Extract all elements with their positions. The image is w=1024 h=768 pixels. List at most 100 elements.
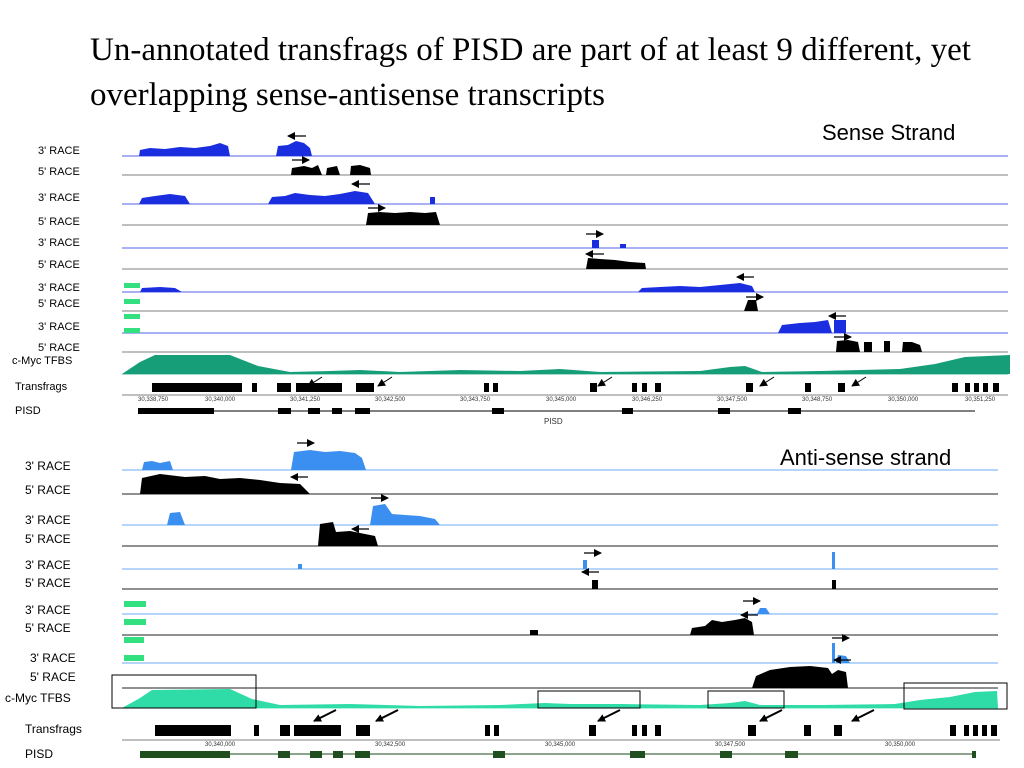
read-coverage xyxy=(620,244,626,248)
highlight-box xyxy=(707,690,785,709)
read-coverage xyxy=(139,194,190,204)
transfrag-block xyxy=(993,383,999,392)
gene-exon xyxy=(355,751,370,758)
transfrag-block xyxy=(494,725,499,736)
transfrag-block xyxy=(296,383,342,392)
read-coverage xyxy=(836,655,850,663)
transfrag-block xyxy=(991,725,997,736)
sense-track-label: 5' RACE xyxy=(38,259,80,271)
antisense-track-label: 5' RACE xyxy=(25,621,71,635)
slide-title: Un-annotated transfrags of PISD are part… xyxy=(90,32,971,113)
gene-exon xyxy=(140,751,230,758)
antisense-strand-label: Anti-sense strand xyxy=(780,445,952,470)
gene-exon xyxy=(310,751,322,758)
gene-exon xyxy=(492,408,504,414)
gene-exon xyxy=(333,751,343,758)
sense-track-label: 3' RACE xyxy=(38,321,80,333)
read-coverage xyxy=(139,143,230,156)
transfrag-block xyxy=(294,725,341,736)
genome-coordinate: 30,338,750 xyxy=(138,397,169,403)
read-coverage xyxy=(583,560,587,569)
transfrag-block xyxy=(973,725,978,736)
genome-coordinate: 30,345,000 xyxy=(546,397,577,403)
gene-exon xyxy=(278,408,291,414)
transfrag-pointer-arrow xyxy=(851,376,867,387)
tfbs-signal xyxy=(122,355,1010,374)
antisense-track-label: 5' RACE xyxy=(25,483,71,497)
highlight-box xyxy=(111,674,257,709)
gene-exon xyxy=(622,408,633,414)
marker-box xyxy=(124,637,144,643)
gene-exon xyxy=(785,751,798,758)
marker-box xyxy=(124,655,144,661)
transfrag-block xyxy=(252,383,257,392)
genome-coordinate: 30,350,000 xyxy=(888,397,919,403)
transfrag-pointer-arrow xyxy=(313,709,337,722)
read-coverage xyxy=(350,165,371,175)
sense-track-label: 3' RACE xyxy=(38,237,80,249)
gene-name: PISD xyxy=(544,417,563,426)
marker-box xyxy=(124,314,140,319)
transfrag-block xyxy=(964,725,969,736)
gene-exon xyxy=(718,408,730,414)
gene-exon xyxy=(138,408,214,414)
highlight-box xyxy=(903,682,1008,710)
genome-coordinate: 30,342,500 xyxy=(375,397,406,403)
antisense-track-label: 3' RACE xyxy=(25,459,71,473)
read-coverage xyxy=(744,300,758,311)
transfrag-block xyxy=(254,725,259,736)
transfrag-pointer-arrow xyxy=(375,709,399,722)
gene-exon xyxy=(630,751,645,758)
gene-exon xyxy=(278,751,290,758)
transfrag-block xyxy=(590,383,597,392)
transfrag-block xyxy=(485,725,490,736)
read-coverage xyxy=(140,287,182,292)
transfrag-block xyxy=(655,383,661,392)
highlight-box xyxy=(537,690,641,709)
sense-track-label: 3' RACE xyxy=(38,192,80,204)
read-coverage xyxy=(778,320,832,333)
gene-exon xyxy=(355,408,370,414)
gene-exon xyxy=(493,751,505,758)
transfrag-block xyxy=(155,725,231,736)
tfbs-signal xyxy=(122,689,998,708)
transfrag-block xyxy=(632,383,637,392)
genome-coordinate: 30,346,250 xyxy=(632,397,663,403)
antisense-track-label: 5' RACE xyxy=(25,576,71,590)
read-coverage xyxy=(884,341,890,352)
sense-track-label: PISD xyxy=(15,405,41,417)
sense-track-label: 5' RACE xyxy=(38,166,80,178)
antisense-track-label: Transfrags xyxy=(25,722,82,736)
transfrag-block xyxy=(152,383,242,392)
transfrag-pointer-arrow xyxy=(851,709,875,722)
transfrag-block xyxy=(356,725,370,736)
transfrag-block xyxy=(965,383,970,392)
read-coverage xyxy=(864,342,872,352)
genome-coordinate: 30,340,000 xyxy=(205,742,236,748)
antisense-track-label: 3' RACE xyxy=(25,513,71,527)
read-coverage xyxy=(752,666,848,688)
genome-coordinate: 30,351,250 xyxy=(965,397,996,403)
antisense-track-label: 3' RACE xyxy=(25,603,71,617)
sense-track-label: 5' RACE xyxy=(38,342,80,354)
read-coverage xyxy=(834,320,846,333)
transfrag-block xyxy=(748,725,756,736)
read-coverage xyxy=(638,283,755,292)
antisense-track-label: PISD xyxy=(25,747,54,761)
transfrag-block xyxy=(974,383,979,392)
read-coverage xyxy=(366,212,440,225)
transfrag-pointer-arrow xyxy=(759,376,775,387)
antisense-track-label: 3' RACE xyxy=(30,651,76,665)
transfrag-block xyxy=(642,725,647,736)
transfrag-block xyxy=(983,383,988,392)
read-coverage xyxy=(268,191,375,204)
read-coverage xyxy=(276,141,312,156)
read-coverage xyxy=(902,342,922,352)
transfrag-pointer-arrow xyxy=(597,709,621,722)
transfrag-block xyxy=(950,725,956,736)
read-coverage xyxy=(318,522,378,546)
antisense-track-label: c-Myc TFBS xyxy=(5,691,71,705)
transfrag-block xyxy=(280,725,290,736)
read-coverage xyxy=(142,461,173,470)
read-coverage xyxy=(690,618,754,635)
